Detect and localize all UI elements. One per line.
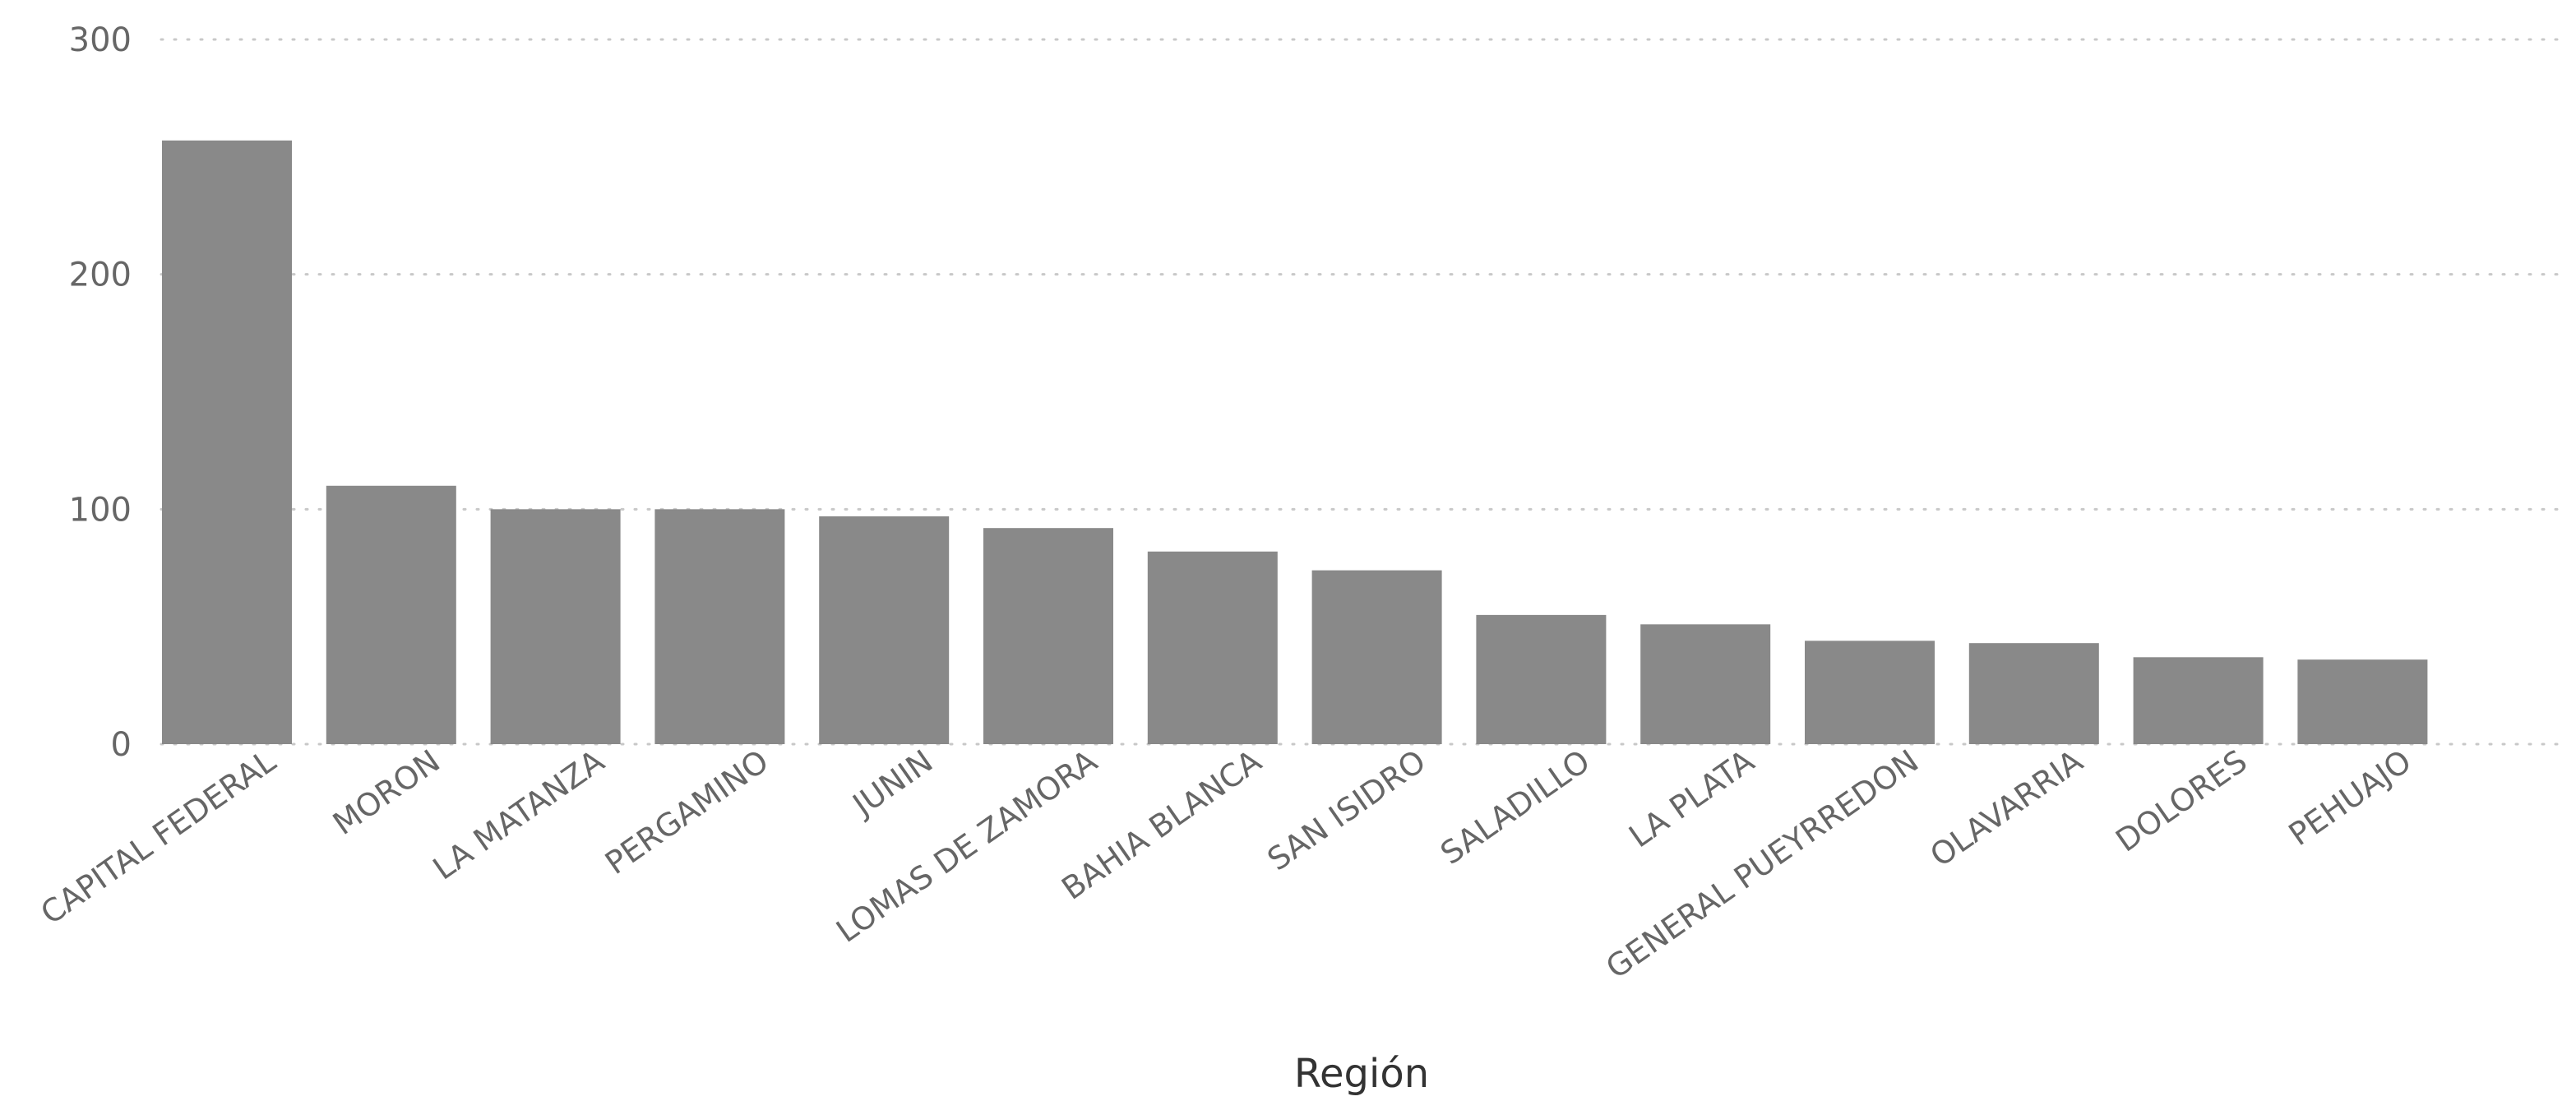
x-tick-label: JUNIN [845,742,940,824]
x-tick-label: SAN ISIDRO [1260,742,1431,877]
bar[interactable] [1805,641,1935,744]
bar[interactable] [819,516,950,744]
bar[interactable] [326,485,456,744]
bar[interactable] [983,528,1113,744]
y-axis-tick-labels: 0 100 200 300 [69,21,132,764]
x-tick-label: LA PLATA [1622,742,1760,854]
bar[interactable] [1968,643,2099,744]
bar[interactable] [162,140,292,744]
x-tick-label: PERGAMINO [599,742,775,881]
bar[interactable] [2297,659,2428,744]
x-tick-label: GENERAL PUEYRREDON [1599,742,1925,986]
x-tick-label: LOMAS DE ZAMORA [830,742,1103,950]
bar[interactable] [654,509,785,744]
bar[interactable] [1476,614,1607,744]
x-tick-label: CAPITAL FEDERAL [35,742,283,932]
y-tick-label: 100 [69,491,132,529]
x-tick-label: OLAVARRIA [1924,742,2089,873]
x-tick-label: LA MATANZA [427,742,611,886]
x-tick-label: DOLORES [2109,742,2254,858]
bar[interactable] [490,509,621,744]
y-tick-label: 300 [69,21,132,59]
y-tick-label: 200 [69,257,132,294]
x-tick-label: PEHUAJO [2282,742,2418,853]
bar[interactable] [1311,570,1442,744]
x-tick-label: SALADILLO [1434,742,1596,872]
bar[interactable] [1640,624,1771,744]
x-tick-label: MORON [326,742,446,842]
bar[interactable] [1147,551,1278,744]
x-axis-title: Región [1294,1051,1429,1097]
bar[interactable] [2133,657,2264,744]
y-tick-label: 0 [111,726,132,764]
bars [162,140,2428,744]
